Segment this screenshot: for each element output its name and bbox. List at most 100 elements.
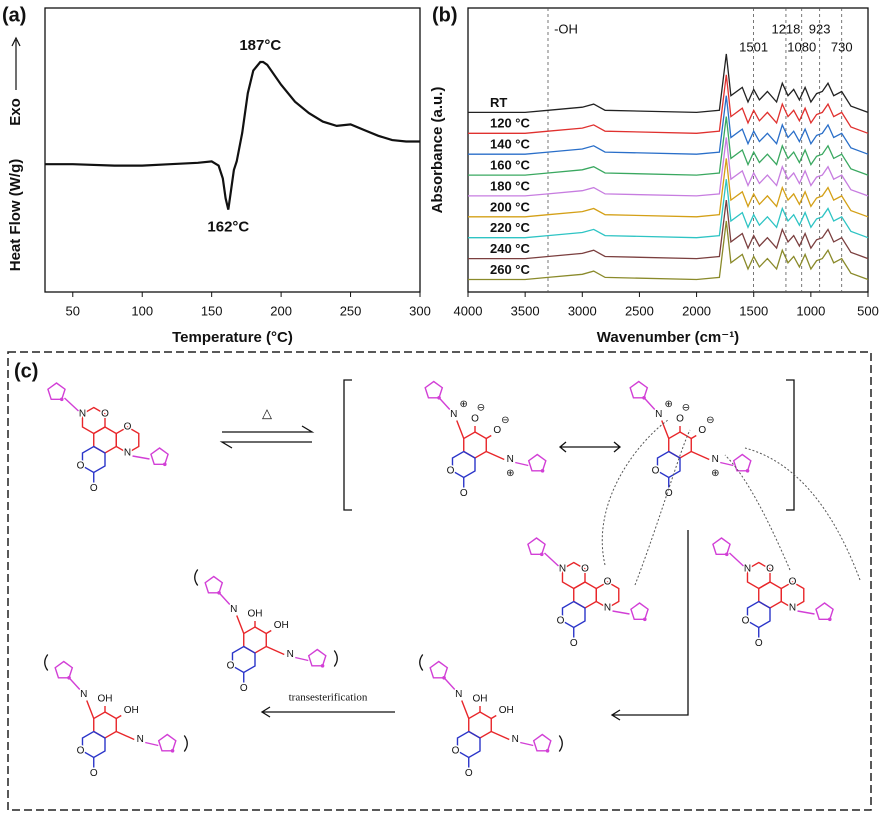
atom-label: O [227, 661, 235, 672]
direction-arrow-head [11, 36, 21, 47]
atom-label: N [287, 649, 294, 660]
heat-symbol: △ [262, 405, 272, 420]
ring [746, 561, 771, 590]
x-tick-label: 200 [270, 303, 292, 318]
molecule: OO N N OH OH [44, 654, 188, 781]
atom-label: N [230, 604, 237, 615]
series-label: 240 °C [490, 241, 531, 256]
x-tick-label: 100 [131, 303, 153, 318]
furan-ring [424, 380, 444, 399]
reference-label: 730 [831, 39, 853, 54]
attack-arrow [634, 429, 691, 586]
arrow-label: transesterification [289, 692, 368, 704]
x-tick-label: 300 [409, 303, 431, 318]
furan-ring [712, 537, 731, 555]
series-label: 140 °C [490, 137, 531, 152]
peak-annotation: 162°C [207, 219, 249, 236]
x-axis-label: Temperature (°C) [172, 329, 293, 346]
atom-label: O [447, 466, 455, 477]
furan-oxygen [163, 462, 167, 467]
atom-label: O [90, 483, 98, 494]
panel-label: (b) [432, 4, 458, 26]
atom-label: OH [499, 705, 514, 716]
bond [439, 398, 451, 410]
atom-label: O [240, 683, 248, 694]
spectrum-line [468, 179, 869, 239]
bond [690, 434, 697, 440]
reference-label: 1080 [787, 39, 816, 54]
spectrum-line [468, 137, 869, 197]
atom-label: O [581, 564, 589, 575]
atom-label: N [80, 689, 87, 700]
ring [561, 600, 586, 629]
ring [456, 730, 481, 759]
bond [490, 730, 510, 741]
bond [115, 730, 135, 741]
furan-oxygen [643, 617, 647, 622]
bond [461, 700, 470, 719]
atom-label: ⊕ [665, 399, 673, 410]
atom-label: N [507, 454, 514, 465]
bond [145, 741, 159, 747]
atom-label: O [652, 466, 660, 477]
atom-label: O [90, 768, 98, 779]
furan-ring [429, 660, 449, 679]
spectrum-line [468, 74, 869, 134]
x-tick-label: 250 [340, 303, 362, 318]
bond [515, 461, 529, 467]
atom-label: O [557, 616, 565, 627]
atom-label: O [698, 425, 706, 436]
ring [780, 581, 805, 609]
spectrum-line [468, 53, 869, 114]
atom-label: O [665, 488, 673, 499]
furan-ring [629, 380, 649, 399]
series-label: 160 °C [490, 157, 531, 172]
atom-label: ⊕ [460, 399, 468, 410]
atom-label: N [604, 603, 611, 614]
bond [661, 420, 670, 439]
bond [485, 450, 505, 461]
atom-label: O [77, 746, 85, 757]
ring [746, 600, 771, 629]
furan-ring [532, 733, 552, 752]
bond [520, 741, 534, 747]
bond [86, 700, 95, 719]
bond [295, 656, 309, 662]
x-tick-label: 2000 [682, 303, 711, 318]
ring [595, 581, 620, 609]
atom-label: O [766, 564, 774, 575]
furan-ring [54, 660, 74, 679]
x-tick-label: 1500 [739, 303, 768, 318]
polymer-bracket [419, 654, 424, 671]
spectrum-line [468, 220, 869, 281]
furan-ring [527, 453, 547, 472]
atom-label: N [512, 734, 519, 745]
bond [219, 593, 231, 605]
atom-label: ⊖ [501, 415, 509, 426]
furan-oxygen [545, 748, 550, 753]
bracket [343, 379, 352, 511]
polymer-bracket [333, 650, 338, 667]
atom-label: ⊖ [706, 415, 714, 426]
polymer-bracket [44, 654, 49, 671]
bracket [786, 379, 795, 511]
bond [729, 552, 744, 567]
furan-oxygen [539, 552, 544, 557]
furan-oxygen [67, 675, 71, 680]
atom-label: O [789, 577, 797, 588]
atom-label: O [101, 409, 109, 420]
ring [231, 645, 256, 674]
x-tick-label: 500 [857, 303, 879, 318]
furan-oxygen [828, 617, 832, 622]
bond [720, 461, 734, 467]
furan-oxygen [724, 552, 729, 557]
x-tick-label: 2500 [625, 303, 654, 318]
furan-oxygen [442, 675, 446, 680]
atom-label: O [676, 414, 684, 425]
molecule: OON OON [712, 537, 834, 651]
atom-label: O [471, 414, 479, 425]
x-axis-label: Wavenumber (cm⁻¹) [597, 329, 739, 346]
